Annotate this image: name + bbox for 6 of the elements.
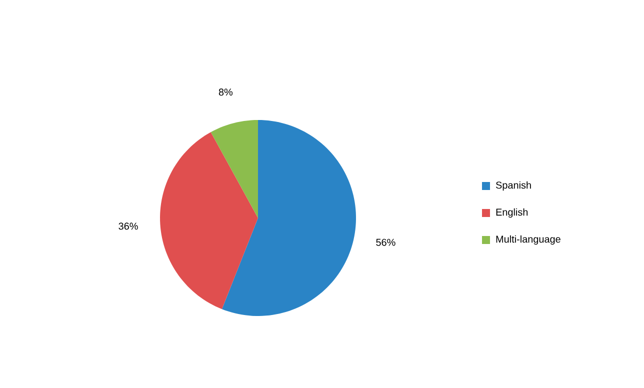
- data-label: 56%: [376, 238, 396, 246]
- legend-label: English: [496, 208, 528, 218]
- legend-label: Spanish: [496, 181, 531, 191]
- data-label: 8%: [218, 88, 233, 96]
- legend-label: Multi-language: [496, 235, 560, 245]
- data-label: 36%: [118, 222, 138, 230]
